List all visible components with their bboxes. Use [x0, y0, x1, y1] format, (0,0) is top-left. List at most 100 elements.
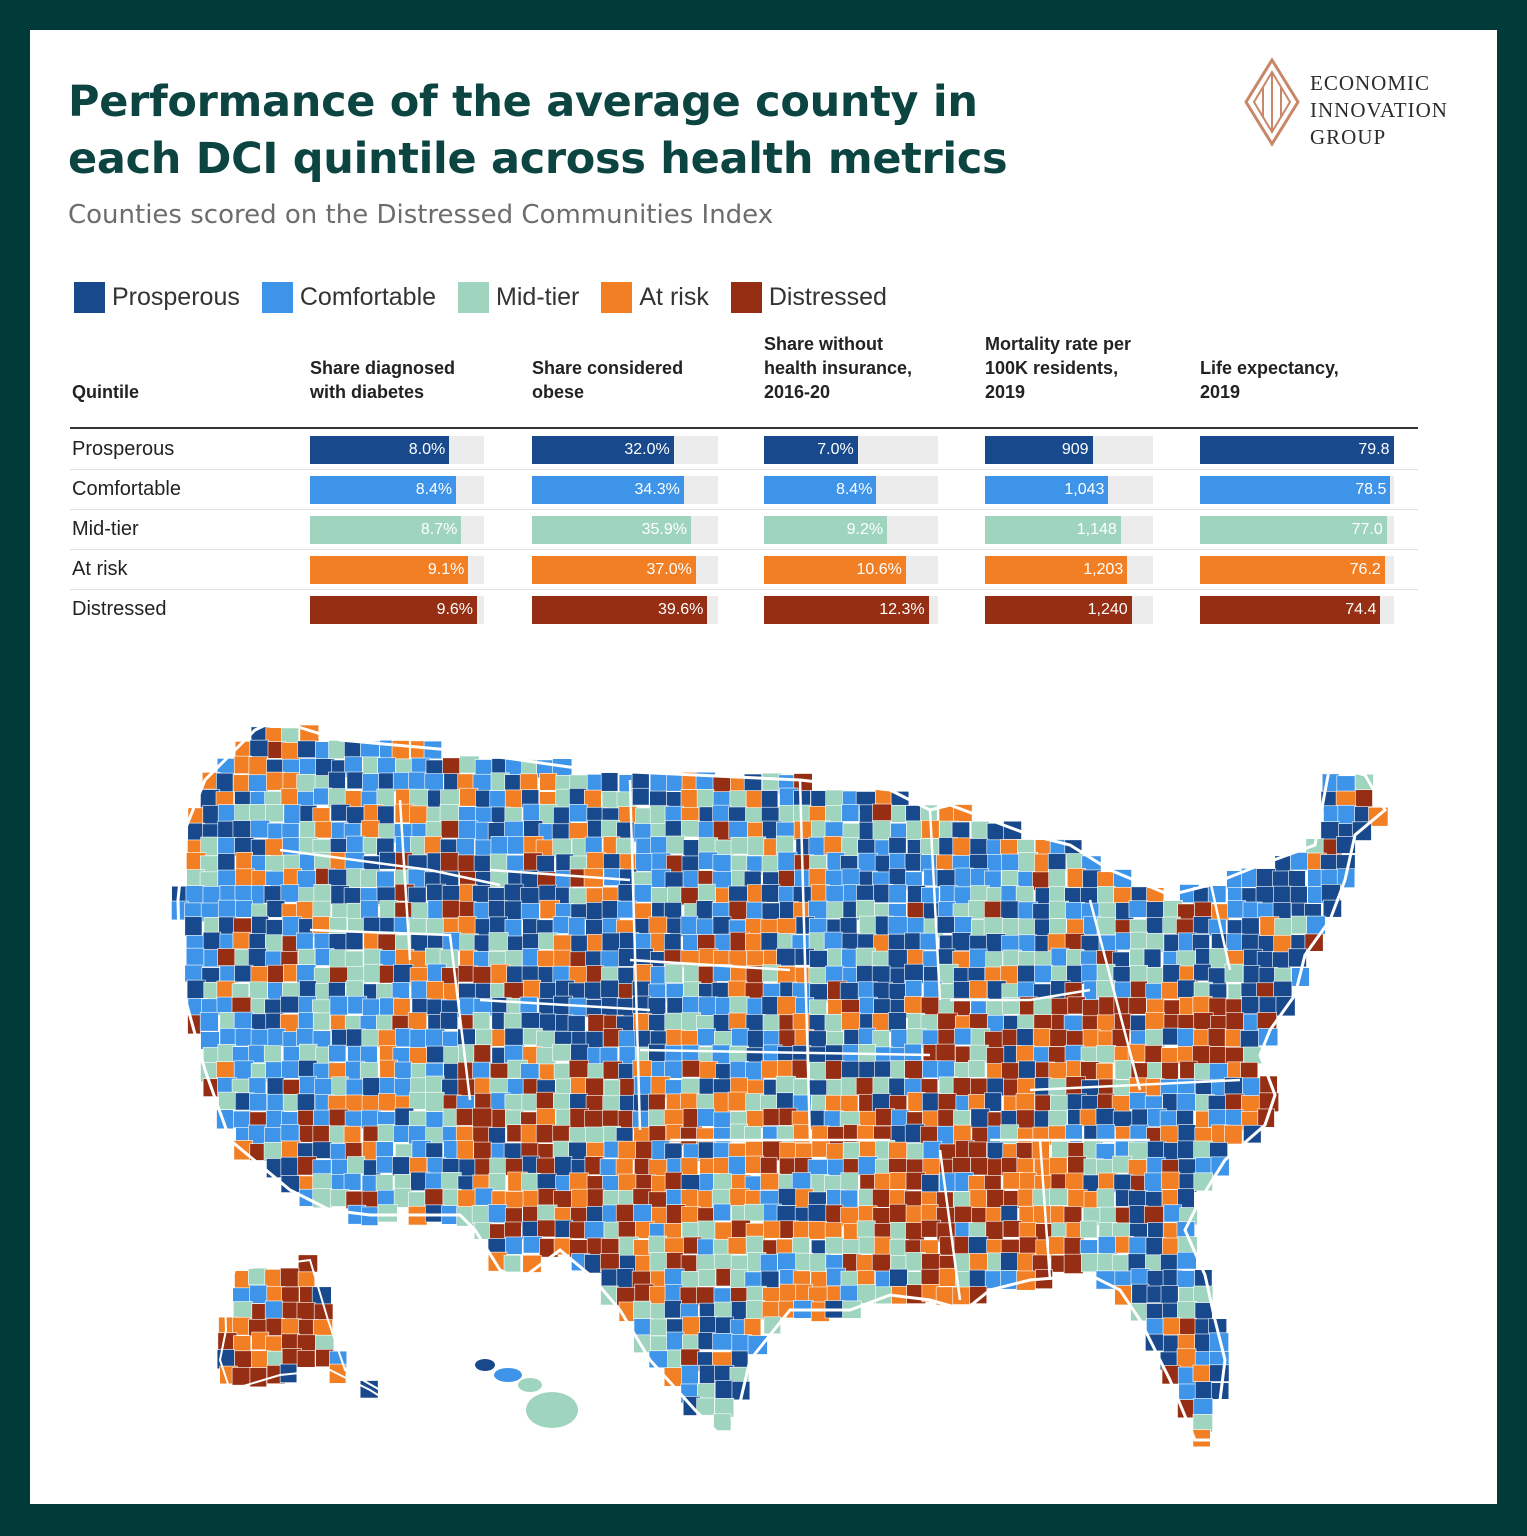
bar-track: 1,148 [985, 516, 1153, 544]
bar-track: 79.8 [1200, 436, 1394, 464]
county-cell [472, 1061, 490, 1080]
county-cell [1225, 1012, 1244, 1032]
county-cell [235, 852, 254, 872]
county-cell [440, 852, 459, 872]
county-cell [1128, 1190, 1148, 1208]
county-cell [1273, 980, 1293, 999]
county-cell [761, 902, 780, 921]
county-cell [1176, 1093, 1197, 1112]
county-cell [954, 1205, 973, 1225]
county-cell [376, 788, 395, 807]
bar-value: 8.4% [415, 481, 453, 498]
county-cell [759, 1253, 778, 1274]
county-cell [473, 854, 493, 873]
county-cell [407, 771, 427, 792]
county-cell [249, 739, 269, 758]
county-cell [1258, 996, 1278, 1015]
county-cell [1241, 996, 1260, 1015]
bar-prosperous: 7.0% [764, 436, 858, 464]
county-cell [267, 964, 286, 984]
county-cell [249, 1092, 268, 1112]
county-cell [615, 1203, 637, 1223]
county-cell [393, 998, 411, 1016]
bar-prosperous: 32.0% [532, 436, 674, 464]
county-cell [888, 867, 907, 887]
column-header-line: obese [532, 382, 585, 402]
county-cell [823, 931, 843, 950]
header-divider [70, 427, 1418, 429]
legend-label: Distressed [768, 283, 887, 311]
county-cell [232, 1316, 251, 1336]
county-cell [841, 868, 861, 887]
county-cell [664, 1044, 683, 1064]
county-cell [411, 902, 431, 920]
county-cell [1000, 1252, 1019, 1271]
county-cell [696, 788, 715, 808]
county-cell [713, 1111, 733, 1130]
bar-distressed: 1,240 [985, 596, 1132, 624]
county-cell [535, 1030, 556, 1049]
bar-at-risk: 1,203 [985, 556, 1128, 584]
column-header-line: 2019 [1200, 382, 1241, 402]
county-cell [777, 1188, 797, 1206]
bar-track: 8.4% [310, 476, 484, 504]
county-cell [553, 806, 572, 825]
county-cell [984, 1270, 1003, 1289]
county-cell [889, 1203, 907, 1223]
county-cell [488, 1173, 506, 1191]
county-cell [615, 1158, 634, 1177]
bar-value: 79.8 [1358, 441, 1390, 458]
bar-distressed: 12.3% [764, 596, 929, 624]
county-cell [791, 1059, 810, 1079]
page-subtitle: Counties scored on the Distressed Commun… [68, 200, 774, 230]
county-cell [503, 883, 524, 902]
county-cell [871, 1253, 891, 1272]
county-cell [295, 932, 314, 951]
county-cell [809, 1061, 828, 1082]
row-label: Comfortable [72, 478, 181, 500]
infographic-card: Performance of the average county in eac… [30, 30, 1497, 1504]
county-cell [635, 1140, 654, 1161]
county-cell [377, 1029, 398, 1048]
county-cell [472, 1107, 493, 1128]
bar-at-risk: 10.6% [764, 556, 906, 584]
county-cell [1128, 900, 1148, 918]
county-cell [951, 932, 972, 951]
county-cell [968, 1236, 989, 1255]
column-header: Share diagnosed with diabetes [310, 356, 455, 404]
county-cell [680, 1348, 701, 1367]
county-cell [378, 1093, 397, 1112]
bar-track: 76.2 [1200, 556, 1394, 584]
county-cell [409, 1091, 428, 1110]
county-cell [376, 870, 395, 890]
county-cell [1177, 1140, 1196, 1159]
county-cell [1145, 1028, 1166, 1048]
column-header-line: with diabetes [310, 382, 425, 402]
county-cell [1226, 933, 1244, 953]
county-cell [1015, 1045, 1035, 1063]
county-cell [233, 1335, 252, 1353]
county-cell [473, 1044, 491, 1065]
county-cell [839, 982, 860, 1001]
county-cell [1192, 1364, 1212, 1382]
bar-value: 1,240 [1087, 601, 1128, 618]
county-cell [823, 836, 842, 855]
county-cell [841, 1012, 861, 1031]
bar-track: 34.3% [532, 476, 718, 504]
county-cell [217, 837, 237, 855]
county-cell [730, 836, 750, 855]
metrics-table: Quintile Share diagnosed with diabetes Shar… [30, 30, 1497, 650]
county-cell [1131, 1283, 1150, 1304]
county-cell [777, 1252, 797, 1271]
county-cell [649, 773, 669, 793]
county-cell [631, 772, 650, 790]
county-cell [488, 932, 509, 952]
county-cell [503, 1142, 524, 1161]
county-cell [296, 773, 316, 794]
county-cell [904, 1060, 925, 1080]
county-cell [474, 1187, 494, 1206]
county-cell [952, 1077, 973, 1097]
county-cell [727, 1237, 747, 1255]
county-cell [633, 1093, 652, 1112]
column-header-quintile: Quintile [72, 382, 139, 402]
